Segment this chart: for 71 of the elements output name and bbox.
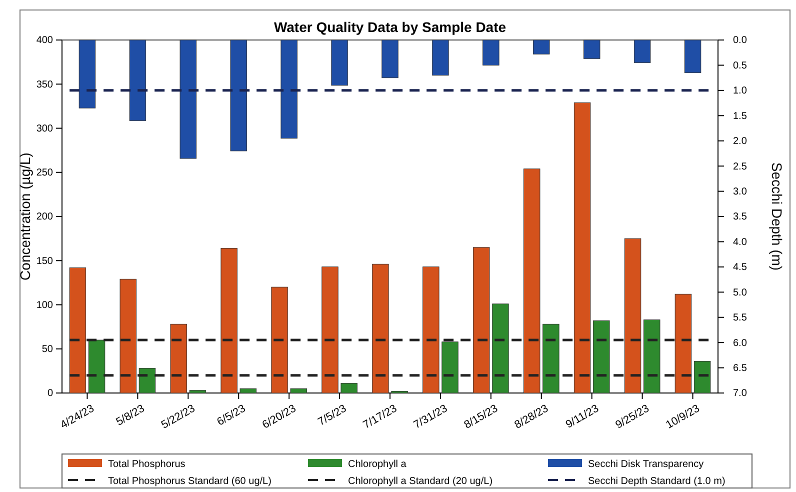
- bar: [78, 40, 96, 108]
- y2-tick-label: 3.0: [733, 186, 748, 198]
- bar: [583, 40, 600, 59]
- bar: [542, 324, 560, 394]
- bar: [69, 267, 86, 394]
- bar: [674, 294, 692, 394]
- legend-label: Total Phosphorus: [108, 459, 186, 470]
- bar: [372, 264, 389, 394]
- y-tick-label: 350: [36, 79, 54, 90]
- legend-label: Chlorophyll a: [348, 459, 407, 470]
- y-tick-label: 50: [42, 344, 54, 356]
- bar: [240, 388, 257, 394]
- y-axis-title: Concentration (µg/L): [17, 152, 33, 280]
- y2-tick-label: 2.5: [733, 161, 748, 172]
- y2-tick-label: 2.0: [733, 136, 748, 148]
- y2-tick-label: 0.0: [733, 35, 748, 46]
- bar: [492, 304, 509, 394]
- bar: [290, 388, 307, 394]
- y-tick-label: 200: [36, 212, 54, 223]
- bar: [624, 238, 642, 394]
- y2-tick-label: 4.0: [733, 236, 748, 248]
- bar: [574, 102, 591, 394]
- bar: [120, 278, 137, 394]
- y-tick-label: 300: [36, 123, 54, 134]
- y-tick-label: 0: [47, 388, 54, 400]
- bar: [643, 320, 660, 394]
- bar: [684, 40, 702, 74]
- y-tick-label: 250: [36, 168, 54, 179]
- bar: [482, 40, 500, 66]
- bar: [422, 266, 440, 394]
- y2-axis-title: Secchi Depth (m): [769, 162, 785, 271]
- bar: [189, 390, 206, 394]
- bar: [533, 40, 550, 54]
- y2-tick-label: 1.5: [733, 110, 748, 122]
- legend-label: Secchi Depth Standard (1.0 m): [588, 476, 726, 487]
- bar: [138, 368, 156, 394]
- bar: [230, 40, 247, 152]
- bar: [432, 40, 449, 76]
- y-tick-label: 100: [36, 300, 54, 311]
- chart-title: Water Quality Data by Sample Date: [274, 19, 506, 35]
- y2-tick-label: 5.0: [733, 287, 748, 298]
- bar: [473, 247, 490, 394]
- bar: [523, 168, 540, 394]
- legend-label: Total Phosphorus Standard (60 ug/L): [108, 476, 272, 487]
- y-tick-label: 150: [36, 256, 54, 267]
- y2-tick-label: 6.0: [733, 338, 748, 349]
- bar: [331, 40, 348, 86]
- y2-tick-label: 1.0: [733, 86, 748, 97]
- bar: [340, 383, 358, 394]
- legend-label: Chlorophyll a Standard (20 ug/L): [348, 476, 493, 487]
- y2-tick-label: 7.0: [733, 388, 748, 400]
- y2-tick-label: 0.5: [733, 60, 748, 72]
- y2-tick-label: 6.5: [733, 362, 748, 374]
- bar: [220, 248, 238, 394]
- bar: [280, 40, 298, 139]
- bar: [271, 286, 288, 394]
- bar: [180, 40, 197, 159]
- y-tick-label: 400: [36, 35, 54, 46]
- bar: [170, 324, 187, 394]
- bar: [593, 320, 610, 394]
- bar: [129, 40, 146, 121]
- bar: [634, 40, 651, 63]
- bar: [694, 360, 711, 394]
- y2-tick-label: 5.5: [733, 312, 748, 324]
- bar: [442, 342, 458, 394]
- y2-tick-label: 4.5: [733, 262, 748, 274]
- bar: [382, 40, 398, 78]
- bar: [322, 266, 338, 394]
- legend-label: Secchi Disk Transparency: [588, 459, 704, 470]
- y2-tick-label: 3.5: [733, 212, 748, 223]
- bar: [88, 340, 106, 394]
